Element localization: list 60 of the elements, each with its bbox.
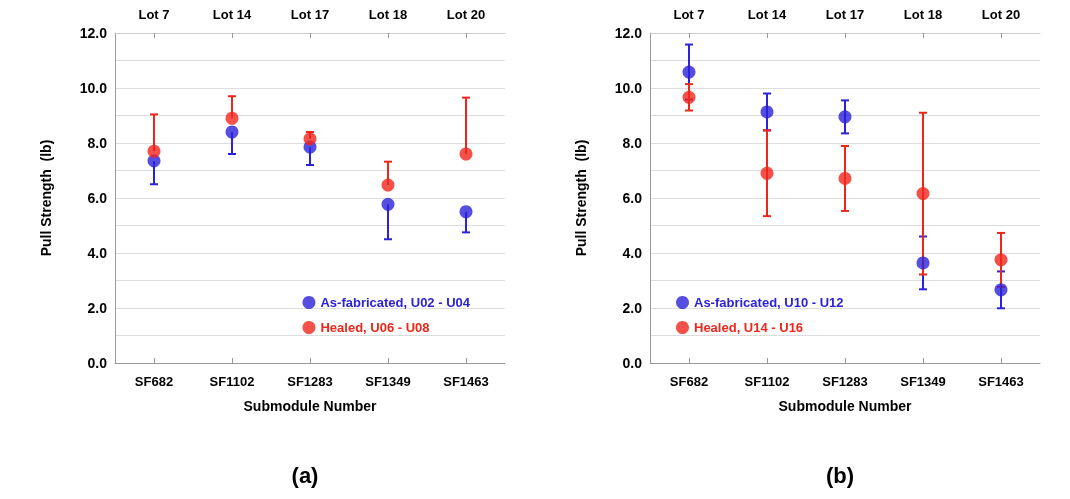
point	[838, 110, 852, 124]
y-tick-label: 4.0	[87, 245, 108, 261]
annotation: Lot 17	[825, 7, 865, 22]
point	[994, 253, 1008, 267]
y-tick-label: 0.0	[622, 355, 643, 371]
point	[760, 105, 774, 119]
x-tick-label: SF1102	[744, 374, 790, 389]
x-tick-label: SF1283	[287, 374, 333, 389]
x-tick-label: SF1463	[978, 374, 1024, 389]
y-tick-label: 2.0	[87, 300, 108, 316]
y-tick-label: 6.0	[87, 190, 108, 206]
x-tick-label: SF1349	[365, 374, 411, 389]
y-tick-label: 10.0	[614, 80, 643, 96]
y-tick-label: 0.0	[87, 355, 108, 371]
annotation: Lot 14	[747, 7, 787, 22]
legend-label: As-fabricated, U10 - U12	[694, 295, 844, 310]
point	[459, 205, 473, 219]
point	[916, 187, 930, 201]
y-axis-title: Pull Strength (lb)	[573, 139, 589, 257]
y-tick-label: 10.0	[79, 80, 108, 96]
annotation: Lot 17	[290, 7, 330, 22]
point	[225, 125, 239, 139]
y-tick-label: 8.0	[87, 135, 108, 151]
y-tick-label: 2.0	[622, 300, 643, 316]
legend-label: Healed, U14 - U16	[694, 320, 804, 335]
legend-label: Healed, U06 - U08	[320, 320, 430, 335]
x-tick-label: SF1349	[900, 374, 946, 389]
annotation: Lot 7	[673, 7, 705, 22]
y-tick-label: 12.0	[79, 25, 108, 41]
point	[381, 178, 395, 192]
text: (a)	[291, 462, 319, 488]
annotation: Lot 18	[903, 7, 943, 22]
annotation: Lot 20	[446, 7, 486, 22]
point	[459, 147, 473, 161]
x-axis-title: Submodule Number	[243, 398, 378, 414]
point	[381, 197, 395, 211]
point	[760, 166, 774, 180]
x-tick-label: SF1463	[443, 374, 489, 389]
x-tick-label: SF682	[669, 374, 709, 389]
y-tick-label: 8.0	[622, 135, 643, 151]
point	[225, 111, 239, 125]
annotation: Lot 7	[138, 7, 170, 22]
y-tick-label: 6.0	[622, 190, 643, 206]
legend-label: As-fabricated, U02 - U04	[320, 295, 471, 310]
x-tick-label: SF1102	[209, 374, 255, 389]
point	[838, 171, 852, 185]
text: (b)	[825, 462, 855, 488]
point	[682, 65, 696, 79]
x-tick-label: SF1283	[822, 374, 868, 389]
point	[916, 256, 930, 270]
annotation: Lot 18	[368, 7, 408, 22]
y-tick-label: 4.0	[622, 245, 643, 261]
point	[303, 132, 317, 146]
annotation: Lot 14	[212, 7, 252, 22]
y-tick-label: 12.0	[614, 25, 643, 41]
annotation: Lot 20	[981, 7, 1021, 22]
y-axis-title: Pull Strength (lb)	[38, 139, 54, 257]
point	[147, 144, 161, 158]
x-tick-label: SF682	[134, 374, 174, 389]
x-axis-title: Submodule Number	[778, 398, 913, 414]
